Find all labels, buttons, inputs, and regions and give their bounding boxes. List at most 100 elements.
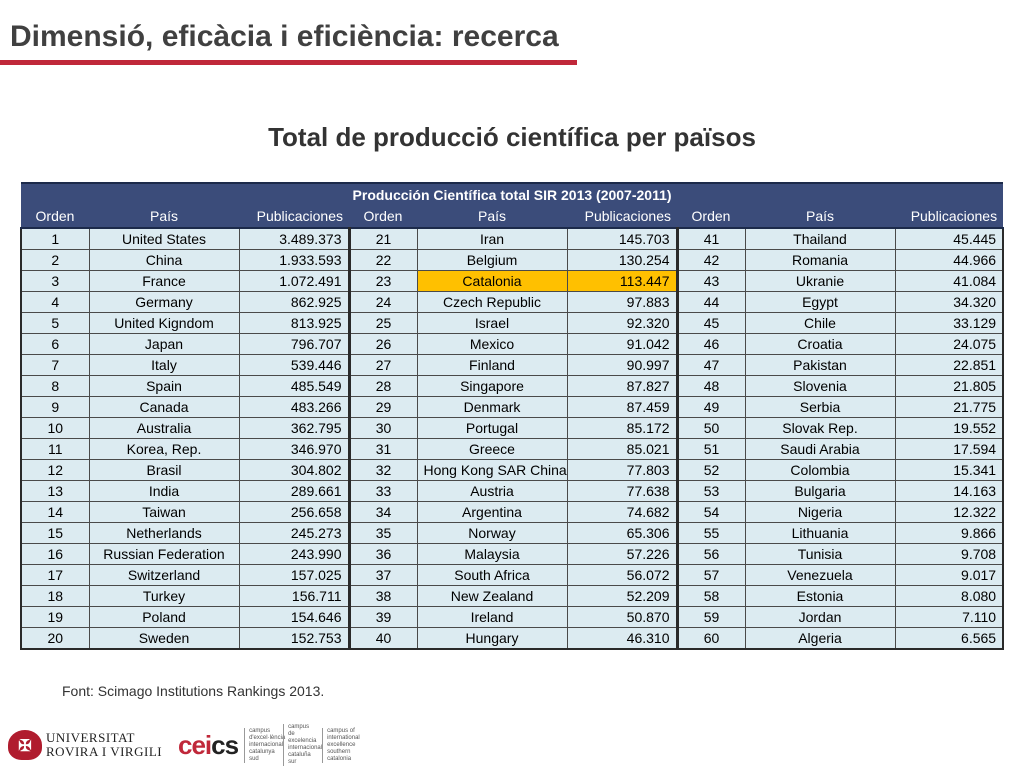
publications-cell: 483.266 — [238, 396, 350, 418]
country-cell: Bulgaria — [744, 480, 896, 502]
publications-cell: 243.990 — [238, 543, 350, 565]
table-row: 17 Switzerland 157.025 37 South Africa 56.072… — [20, 564, 1005, 586]
table-row: 11 Korea, Rep. 346.970 31 Greece 85.021 51 Saud… — [20, 438, 1005, 460]
rank-cell: 16 — [20, 543, 90, 565]
country-cell: India — [88, 480, 240, 502]
country-cell: New Zealand — [416, 585, 568, 607]
rank-cell: 18 — [20, 585, 90, 607]
publications-cell: 87.827 — [566, 375, 678, 397]
rank-cell: 57 — [675, 564, 746, 586]
country-cell: Sweden — [88, 627, 240, 650]
table-row: 10 Australia 362.795 30 Portugal 85.172 50 Slov… — [20, 417, 1005, 439]
country-cell: Poland — [88, 606, 240, 628]
rank-cell: 47 — [675, 354, 746, 376]
rank-cell: 33 — [347, 480, 418, 502]
publications-cell: 65.306 — [566, 522, 678, 544]
country-cell: Japan — [88, 333, 240, 355]
rank-cell: 58 — [675, 585, 746, 607]
publications-cell: 92.320 — [566, 312, 678, 334]
country-cell: Estonia — [744, 585, 896, 607]
country-cell: Catalonia — [416, 270, 568, 292]
country-cell: Australia — [88, 417, 240, 439]
column-header: País — [89, 205, 239, 229]
table-row: 15 Netherlands 245.273 35 Norway 65.306 55 Lith… — [20, 522, 1005, 544]
country-cell: Italy — [88, 354, 240, 376]
country-cell: Colombia — [744, 459, 896, 481]
country-cell: Tunisia — [744, 543, 896, 565]
publications-cell: 304.802 — [238, 459, 350, 481]
rank-cell: 23 — [347, 270, 418, 292]
rank-cell: 21 — [347, 227, 418, 250]
country-cell: Algeria — [744, 627, 896, 650]
country-cell: Switzerland — [88, 564, 240, 586]
publications-cell: 77.638 — [566, 480, 678, 502]
publications-cell: 91.042 — [566, 333, 678, 355]
country-cell: Austria — [416, 480, 568, 502]
country-cell: Romania — [744, 249, 896, 271]
cei-text-spanish: campus de excelencia internacional catal… — [283, 724, 322, 766]
table-row: 1 United States 3.489.373 21 Iran 145.703 41 Th… — [20, 227, 1005, 250]
publications-cell: 45.445 — [894, 227, 1005, 250]
table-row: 8 Spain 485.549 28 Singapore 87.827 48 Slovenia… — [20, 375, 1005, 397]
country-cell: Venezuela — [744, 564, 896, 586]
slide-subtitle: Total de producció científica per països — [268, 122, 756, 152]
country-cell: Norway — [416, 522, 568, 544]
rank-cell: 11 — [20, 438, 90, 460]
country-cell: Pakistan — [744, 354, 896, 376]
table-row: 13 India 289.661 33 Austria 77.638 53 Bulgaria 1… — [20, 480, 1005, 502]
rank-cell: 51 — [675, 438, 746, 460]
country-cell: Egypt — [744, 291, 896, 313]
urv-line1: UNIVERSITAT — [46, 730, 135, 745]
rank-cell: 13 — [20, 480, 90, 502]
rank-cell: 9 — [20, 396, 90, 418]
publications-cell: 813.925 — [238, 312, 350, 334]
publications-cell: 17.594 — [894, 438, 1005, 460]
publications-cell: 52.209 — [566, 585, 678, 607]
publications-cell: 77.803 — [566, 459, 678, 481]
country-cell: Chile — [744, 312, 896, 334]
rank-cell: 30 — [347, 417, 418, 439]
publications-cell: 9.866 — [894, 522, 1005, 544]
table-header-row: Orden País Publicaciones Orden País Publ… — [21, 205, 1004, 229]
rank-cell: 35 — [347, 522, 418, 544]
country-cell: Serbia — [744, 396, 896, 418]
rank-cell: 2 — [20, 249, 90, 271]
country-cell: Russian Federation — [88, 543, 240, 565]
title-underline — [0, 60, 577, 65]
publications-cell: 362.795 — [238, 417, 350, 439]
publications-cell: 156.711 — [238, 585, 350, 607]
country-cell: Slovenia — [744, 375, 896, 397]
urv-line2: ROVIRA I VIRGILI — [46, 744, 163, 759]
publications-cell: 57.226 — [566, 543, 678, 565]
table-caption-row: Producción Científica total SIR 2013 (20… — [21, 182, 1004, 205]
rank-cell: 36 — [347, 543, 418, 565]
rank-cell: 1 — [20, 227, 90, 250]
publications-cell: 46.310 — [566, 627, 678, 650]
publications-cell: 90.997 — [566, 354, 678, 376]
country-cell: Hong Kong SAR China — [416, 459, 568, 481]
column-header: Publicaciones — [239, 205, 349, 229]
publications-cell: 21.775 — [894, 396, 1005, 418]
country-cell: Taiwan — [88, 501, 240, 523]
publications-cell: 1.072.491 — [238, 270, 350, 292]
rank-cell: 20 — [20, 627, 90, 650]
column-header: Publicaciones — [567, 205, 677, 229]
country-cell: United States — [88, 227, 240, 250]
rank-cell: 53 — [675, 480, 746, 502]
country-cell: Hungary — [416, 627, 568, 650]
publications-cell: 44.966 — [894, 249, 1005, 271]
rank-cell: 4 — [20, 291, 90, 313]
publications-cell: 3.489.373 — [238, 227, 350, 250]
rank-cell: 15 — [20, 522, 90, 544]
rank-cell: 52 — [675, 459, 746, 481]
publications-cell: 56.072 — [566, 564, 678, 586]
publications-cell: 130.254 — [566, 249, 678, 271]
publications-cell: 85.021 — [566, 438, 678, 460]
cei-mark-red: cei — [178, 729, 212, 760]
column-header: Orden — [349, 205, 417, 229]
country-cell: Spain — [88, 375, 240, 397]
rank-cell: 56 — [675, 543, 746, 565]
publications-cell: 1.933.593 — [238, 249, 350, 271]
country-cell: Belgium — [416, 249, 568, 271]
country-cell: Argentina — [416, 501, 568, 523]
